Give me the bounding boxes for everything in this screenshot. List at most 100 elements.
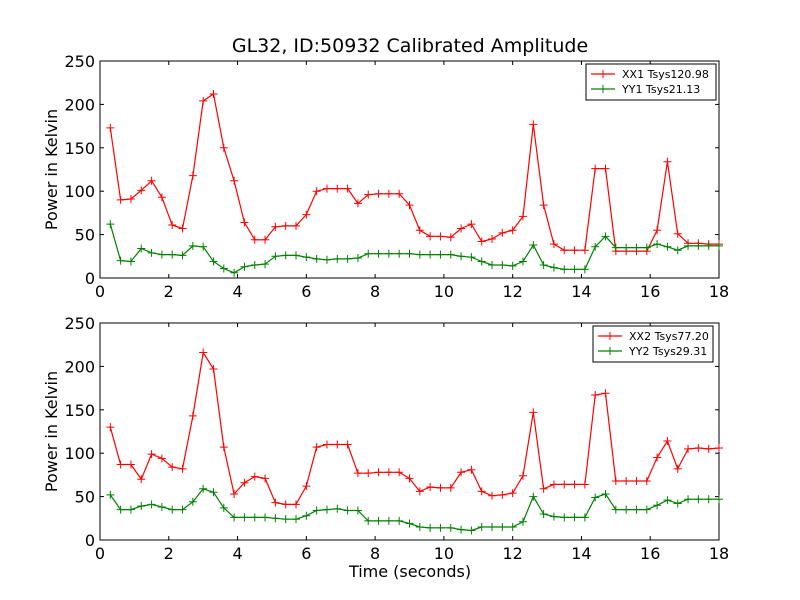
data-point-marker (106, 220, 115, 229)
data-point-marker (653, 226, 662, 235)
data-point-marker (601, 164, 610, 173)
data-point-marker (560, 480, 569, 489)
x-tick-label: 18 (709, 282, 729, 301)
data-point-marker (250, 513, 259, 522)
data-point-marker (137, 244, 146, 253)
data-point-marker (147, 248, 156, 257)
data-point-marker (684, 495, 693, 504)
data-point-marker (529, 408, 538, 417)
data-point-marker (488, 522, 497, 531)
legend: XX2 Tsys77.20 YY2 Tsys29.31 (592, 325, 714, 363)
data-point-marker (632, 243, 641, 252)
data-point-marker (209, 257, 218, 266)
data-point-marker (591, 242, 600, 251)
data-point-marker (549, 240, 558, 249)
data-point-marker (467, 220, 476, 229)
x-tick-label: 8 (370, 544, 380, 563)
data-point-marker (261, 513, 270, 522)
data-point-marker (261, 235, 270, 244)
data-point-marker (364, 190, 373, 199)
data-point-marker (364, 469, 373, 478)
data-point-marker (446, 250, 455, 259)
data-point-marker (312, 254, 321, 263)
y-tick-label: 0 (85, 531, 95, 550)
data-point-marker (374, 516, 383, 525)
data-point-marker (209, 89, 218, 98)
chart-panel-1: 0 2 4 6 8 10 12 14 16 18 0 50 100 150 200 250 Power in K… (42, 52, 729, 301)
data-point-marker (663, 242, 672, 251)
x-tick-label: 6 (301, 544, 311, 563)
data-point-marker (281, 221, 290, 230)
data-point-marker (219, 443, 228, 452)
data-point-marker (261, 260, 270, 269)
data-point-marker (240, 262, 249, 271)
data-point-marker (446, 483, 455, 492)
data-point-marker (642, 476, 651, 485)
data-point-marker (178, 251, 187, 260)
data-point-marker (384, 189, 393, 198)
data-point-marker (168, 250, 177, 259)
data-point-marker (591, 164, 600, 173)
data-point-marker (622, 243, 631, 252)
data-point-marker (405, 201, 414, 210)
data-point-marker (653, 240, 662, 249)
plot-area-frame (99, 322, 720, 541)
data-point-marker (353, 254, 362, 263)
data-point-marker (322, 505, 331, 514)
data-point-marker (580, 265, 589, 274)
data-point-marker (549, 480, 558, 489)
x-tick-label: 4 (232, 544, 242, 563)
x-tick-label: 6 (301, 282, 311, 301)
data-point-marker (457, 468, 466, 477)
data-point-marker (663, 157, 672, 166)
data-point-marker (116, 256, 125, 265)
data-point-marker (178, 464, 187, 473)
legend-swatch-marker (599, 70, 607, 78)
data-point-marker (157, 193, 166, 202)
data-point-marker (498, 228, 507, 237)
data-point-marker (322, 440, 331, 449)
data-point-marker (570, 265, 579, 274)
y-tick-label: 50 (75, 226, 95, 245)
data-point-marker (364, 516, 373, 525)
data-point-marker (580, 480, 589, 489)
data-point-marker (126, 257, 135, 266)
data-point-marker (281, 500, 290, 509)
y-tick-label: 50 (75, 488, 95, 507)
data-point-marker (178, 224, 187, 233)
data-point-marker (147, 450, 156, 459)
data-point-marker (488, 491, 497, 500)
data-point-marker (560, 246, 569, 255)
legend-box (585, 63, 717, 101)
x-tick-label: 0 (95, 544, 105, 563)
data-point-marker (415, 250, 424, 259)
data-point-marker (343, 440, 352, 449)
data-point-marker (477, 237, 486, 246)
x-tick-label: 2 (164, 282, 174, 301)
data-point-marker (384, 468, 393, 477)
data-point-marker (477, 257, 486, 266)
data-point-marker (415, 487, 424, 496)
data-point-marker (673, 499, 682, 508)
data-point-marker (570, 480, 579, 489)
x-tick-label: 10 (434, 282, 454, 301)
data-point-marker (704, 444, 713, 453)
data-point-marker (230, 513, 239, 522)
data-point-marker (343, 254, 352, 263)
data-point-marker (580, 513, 589, 522)
x-tick-label: 16 (640, 282, 660, 301)
data-point-marker (539, 201, 548, 210)
data-point-marker (147, 176, 156, 185)
data-point-marker (271, 252, 280, 261)
data-point-marker (488, 234, 497, 243)
series-1 (106, 89, 723, 256)
data-point-marker (199, 484, 208, 493)
data-point-marker (292, 515, 301, 524)
data-point-marker (436, 523, 445, 532)
data-point-marker (343, 184, 352, 193)
data-point-marker (106, 490, 115, 499)
data-point-marker (188, 171, 197, 180)
legend-entry-label: XX2 Tsys77.20 (629, 330, 709, 343)
data-point-marker (601, 489, 610, 498)
data-point-marker (529, 241, 538, 250)
